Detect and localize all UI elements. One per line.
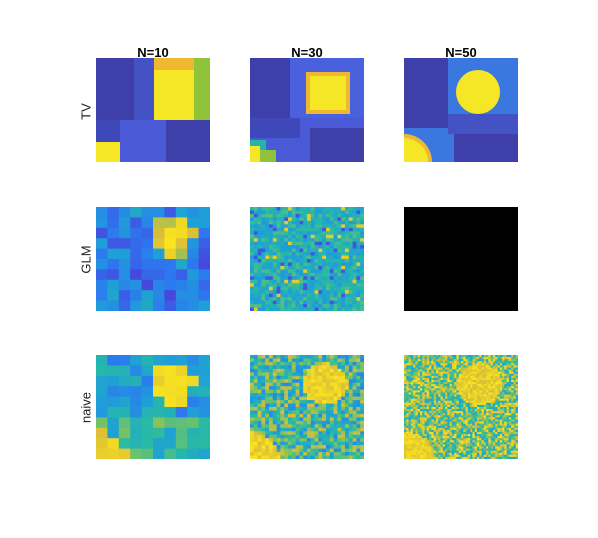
column-title-n10: N=10 (137, 45, 169, 60)
panel-tv-n50 (404, 58, 518, 162)
heatmap-tv-n50 (404, 58, 518, 162)
panel-glm-n50 (404, 207, 518, 311)
panel-naive-n50 (404, 355, 518, 459)
heatmap-glm-n10 (96, 207, 210, 311)
column-title-n50: N=50 (445, 45, 477, 60)
row-label-glm: GLM (78, 245, 94, 274)
panel-glm-n10 (96, 207, 210, 311)
heatmap-naive-n30 (250, 355, 364, 459)
panel-naive-n30 (250, 355, 364, 459)
panel-tv-n30 (250, 58, 364, 162)
heatmap-naive-n50 (404, 355, 518, 459)
row-label-naive: naive (78, 391, 94, 424)
heatmap-tv-n30 (250, 58, 364, 162)
heatmap-glm-n30 (250, 207, 364, 311)
row-label-tv: TV (78, 103, 94, 120)
panel-glm-n30 (250, 207, 364, 311)
panel-naive-n10 (96, 355, 210, 459)
heatmap-tv-n10 (96, 58, 210, 162)
heatmap-naive-n10 (96, 355, 210, 459)
panel-tv-n10 (96, 58, 210, 162)
heatmap-glm-n50 (404, 207, 518, 311)
column-title-n30: N=30 (291, 45, 323, 60)
